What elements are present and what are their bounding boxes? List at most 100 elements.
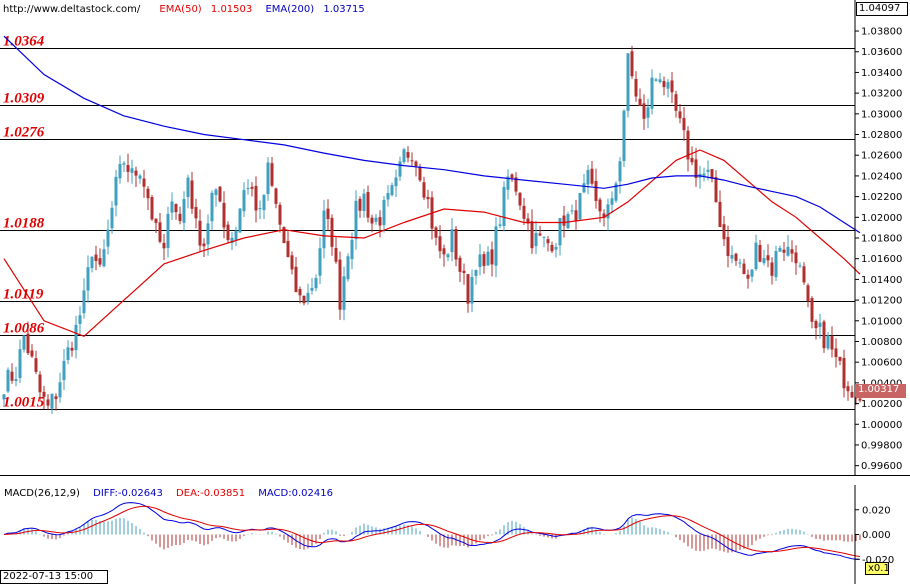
candle-body (734, 253, 738, 261)
top-price-box: 1.04097 (856, 2, 908, 16)
candle-body (130, 168, 134, 173)
scale-value: x0.1 (868, 563, 890, 574)
candle-body (314, 278, 318, 289)
candle-body (390, 185, 394, 196)
candle-body (546, 239, 550, 244)
candle-body (394, 177, 398, 187)
candle-body (518, 192, 522, 206)
candle-body (258, 208, 262, 210)
level-label: 1.0309 (3, 91, 45, 107)
candle-body (418, 167, 422, 181)
candle-body (74, 324, 78, 351)
candle-body (746, 274, 750, 279)
candle-body (206, 223, 210, 245)
candle-body (742, 263, 746, 275)
candle-body (262, 194, 266, 211)
price-tick-label: 1.03000 (861, 109, 902, 120)
candle-body (686, 130, 690, 160)
candle-body (274, 188, 278, 204)
candle-body (242, 190, 246, 212)
candle-body (146, 188, 150, 199)
candle-body (190, 180, 194, 209)
candle-body (50, 393, 54, 409)
candle-body (850, 392, 854, 398)
candle-body (374, 217, 378, 222)
candle-body (506, 176, 510, 190)
macd-dea-line (3, 505, 861, 558)
candle-body (538, 233, 542, 236)
price-tick-label: 1.01200 (861, 296, 902, 307)
candle-body (758, 245, 762, 262)
candle-body (790, 249, 794, 254)
candle-body (126, 164, 130, 172)
candle-body (566, 214, 570, 229)
candle-body (526, 218, 530, 224)
candle-body (466, 274, 470, 304)
candle-body (826, 335, 830, 349)
candle-body (22, 335, 26, 350)
candle-body (438, 236, 442, 252)
candle-body (350, 239, 354, 260)
candle-body (842, 358, 846, 389)
candle-body (322, 210, 326, 249)
price-tick-label: 1.02800 (861, 130, 902, 141)
candle-body (458, 257, 462, 272)
candle-body (106, 229, 110, 247)
level-label: 1.0086 (3, 321, 45, 337)
price-chart[interactable]: 1.03641.03091.02761.01881.01191.00861.00… (0, 0, 910, 476)
candle-body (330, 217, 334, 247)
ema200-value: 1.03715 (323, 4, 365, 15)
candle-body (662, 81, 666, 88)
candle-body (114, 176, 118, 206)
candle-body (786, 246, 790, 256)
candle-body (122, 163, 126, 165)
candle-body (410, 160, 414, 162)
candle-body (762, 258, 766, 264)
candle-body (810, 298, 814, 322)
candle-body (738, 262, 742, 264)
scale-indicator[interactable]: x0.1 (865, 562, 890, 575)
source-url: http://www.deltastock.com/ (3, 4, 141, 15)
candle-body (590, 168, 594, 184)
candle-body (658, 79, 662, 83)
candle-body (86, 267, 90, 291)
candle-body (18, 349, 22, 379)
candle-body (58, 382, 62, 398)
candle-body (134, 170, 138, 176)
price-tick-label: 1.00000 (861, 420, 902, 431)
level-label: 1.0015 (3, 395, 45, 411)
candle-body (166, 213, 170, 249)
level-label: 1.0276 (3, 125, 45, 141)
candle-body (90, 256, 94, 269)
candle-body (142, 178, 146, 187)
candle-body (406, 152, 410, 158)
price-tick-label: 1.01800 (861, 234, 902, 245)
candle-body (702, 173, 706, 176)
candle-body (150, 196, 154, 220)
price-tick-label: 1.01000 (861, 316, 902, 327)
ema200-label: EMA(200) (265, 4, 315, 15)
price-tick-label: 1.00600 (861, 358, 902, 369)
candle-body (98, 258, 102, 265)
macd-diff: DIFF:-0.02643 (93, 488, 163, 499)
candle-body (822, 321, 826, 349)
candle-body (726, 236, 730, 256)
candle-body (782, 249, 786, 253)
candle-body (202, 243, 206, 247)
candle-body (490, 249, 494, 265)
candle-body (250, 186, 254, 189)
candle-body (34, 358, 38, 372)
candle-body (794, 252, 798, 264)
candle-body (478, 254, 482, 268)
price-tick-label: 0.99800 (861, 440, 902, 451)
candle-body (630, 51, 634, 77)
candle-body (514, 177, 518, 192)
candle-body (498, 224, 502, 226)
macd-pane[interactable]: 0.020 0.000 -0.020 (0, 485, 910, 584)
candle-body (602, 213, 606, 218)
level-label: 1.0188 (3, 216, 45, 232)
candle-body (634, 78, 638, 97)
price-tick-label: 1.02400 (861, 171, 902, 182)
candle-body (678, 111, 682, 119)
candle-body (814, 320, 818, 329)
